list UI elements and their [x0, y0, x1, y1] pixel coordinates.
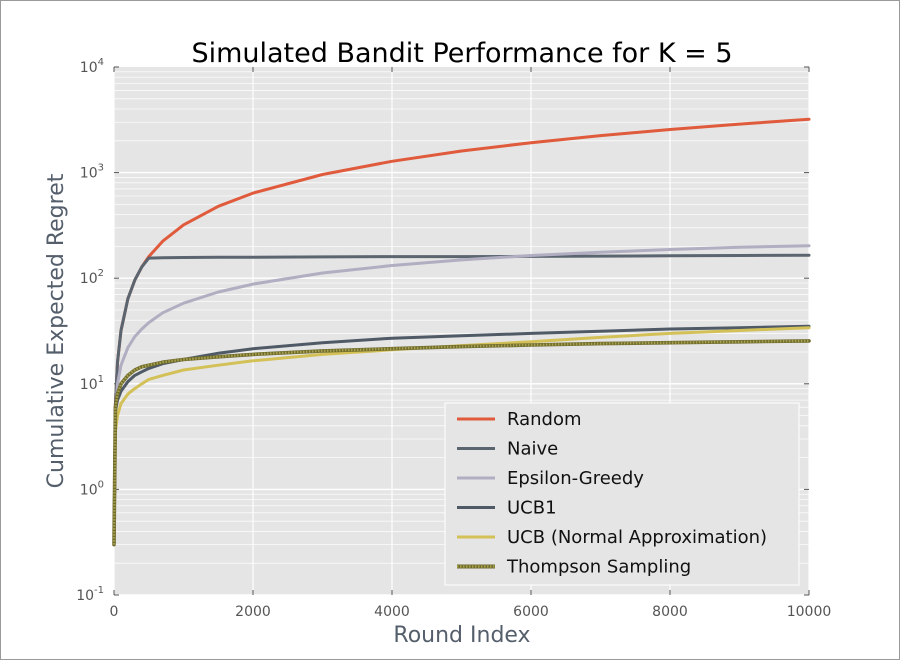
x-tick-label: 2000	[235, 604, 271, 620]
series-line-naive	[112, 253, 811, 547]
chart-title: Simulated Bandit Performance for K = 5	[191, 38, 732, 69]
x-tick-label: 10000	[787, 604, 832, 620]
legend-entry-label: UCB1	[507, 498, 557, 519]
y-tick-base: 10	[80, 60, 98, 76]
x-tick-label: 8000	[652, 604, 688, 620]
legend-entry-label: Thompson Sampling	[506, 557, 691, 578]
x-axis-label: Round Index	[393, 623, 530, 648]
y-tick-exponent: -1	[94, 585, 104, 596]
y-tick-label: 101	[80, 374, 104, 393]
legend-box	[444, 402, 800, 586]
y-tick-exponent: 2	[98, 268, 104, 279]
y-tick-base: 10	[80, 482, 98, 498]
y-tick-base: 10	[76, 588, 94, 604]
y-axis-label: Cumulative Expected Regret	[44, 173, 69, 488]
y-tick-label: 103	[80, 163, 104, 182]
y-tick-label: 100	[80, 479, 104, 498]
y-tick-base: 10	[80, 166, 98, 182]
series-lines	[112, 117, 811, 547]
x-tick-label: 4000	[374, 604, 410, 620]
y-tick-exponent: 1	[98, 374, 104, 385]
y-tick-base: 10	[80, 271, 98, 287]
y-tick-base: 10	[80, 377, 98, 393]
series-line-thompson-sampling	[112, 339, 810, 545]
series-line-ucb-normal-approximation	[112, 326, 811, 547]
y-tick-exponent: 0	[98, 479, 104, 490]
series-line-epsilon-greedy	[112, 244, 811, 547]
y-tick-label: 10-1	[76, 585, 104, 604]
legend: Random Naive Epsilon-Greedy UCB1 UCB (Normal…	[444, 402, 800, 586]
legend-entry-label: Epsilon-Greedy	[507, 468, 644, 489]
legend-entry-label: Random	[507, 409, 582, 430]
legend-entry-label: UCB (Normal Approximation)	[507, 527, 767, 548]
tick-labels: 0 2000 4000 6000 8000 1000010-110010110210310…	[76, 57, 831, 620]
x-tick-label: 0	[110, 604, 119, 620]
legend-entry-label: Naive	[507, 439, 558, 460]
y-tick-exponent: 4	[98, 57, 104, 68]
y-tick-exponent: 3	[98, 163, 104, 174]
y-tick-label: 104	[80, 57, 104, 76]
x-tick-label: 6000	[513, 604, 549, 620]
y-tick-label: 102	[80, 268, 104, 287]
